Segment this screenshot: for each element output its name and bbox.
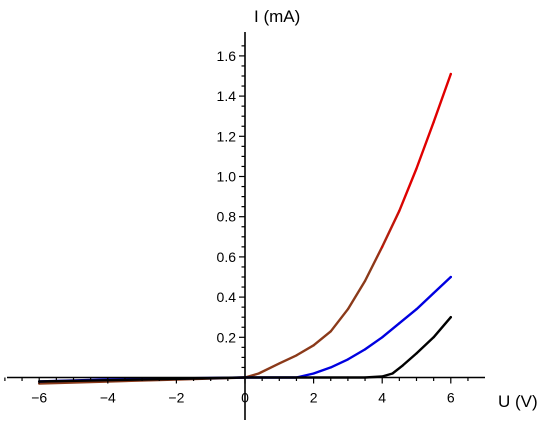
x-tick-label: 6	[447, 390, 455, 406]
data-point	[312, 344, 315, 347]
x-tick-label: −4	[100, 390, 116, 406]
y-axis-title: I (mA)	[254, 7, 300, 26]
x-tick-label: −2	[168, 390, 184, 406]
x-axis-title: U (V)	[498, 392, 538, 411]
data-point	[401, 364, 404, 367]
data-point	[295, 354, 298, 357]
y-tick-label: 0.8	[217, 209, 237, 225]
data-point	[398, 322, 401, 325]
y-tick-label: 1.4	[217, 88, 237, 104]
data-point	[257, 372, 260, 375]
data-point	[449, 316, 452, 319]
y-tick-label: 0.2	[217, 329, 237, 345]
y-tick-label: 1.0	[217, 169, 237, 185]
x-tick-label: 4	[378, 390, 386, 406]
x-tick-label: 0	[241, 390, 249, 406]
tick-layer: −6 −4 −2 0 2 4 6 0.2 0.4 0.6 0.8 1.0 1.2 1.4 1.6	[4, 45, 469, 406]
data-point	[346, 308, 349, 311]
data-point	[449, 72, 452, 76]
data-point	[346, 358, 349, 361]
data-point	[381, 245, 384, 248]
y-tick-label: 0.6	[217, 249, 237, 265]
data-point	[278, 362, 281, 365]
data-point	[329, 330, 332, 333]
data-point	[363, 279, 367, 283]
data-point	[432, 121, 435, 124]
axes	[7, 32, 485, 420]
data-point	[432, 291, 435, 295]
data-point	[381, 336, 384, 339]
y-tick-label: 0.4	[217, 289, 237, 305]
data-point	[449, 275, 452, 279]
data-point	[415, 308, 418, 311]
data-point	[398, 209, 401, 212]
y-tick-label: 1.6	[217, 48, 237, 64]
data-point	[363, 348, 367, 351]
data-point	[391, 372, 394, 375]
x-tick-label: −6	[31, 390, 47, 406]
data-point	[329, 366, 332, 369]
data-point	[415, 352, 418, 355]
y-tick-label: 1.2	[217, 128, 237, 144]
data-point	[312, 372, 315, 375]
x-tick-label: 2	[310, 390, 318, 406]
data-point	[415, 167, 418, 170]
data-point	[432, 336, 435, 339]
